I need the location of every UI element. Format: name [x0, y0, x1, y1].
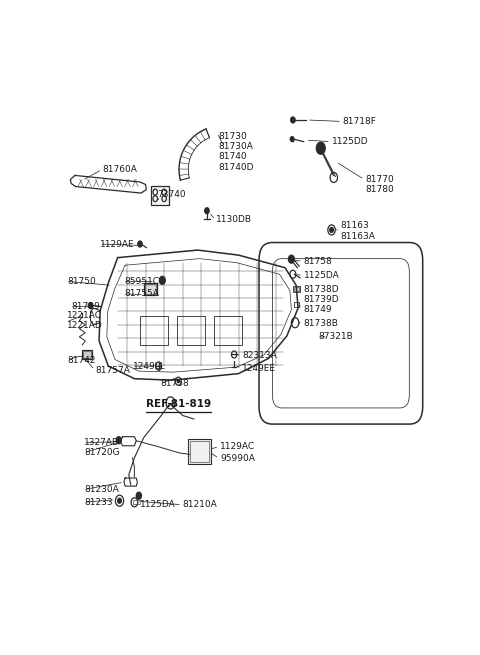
Circle shape [116, 437, 121, 443]
Bar [151, 185, 169, 204]
Bar [190, 441, 209, 462]
Circle shape [159, 276, 165, 284]
Bar [83, 350, 92, 359]
Text: 81758: 81758 [304, 257, 333, 266]
Text: 1130DB: 1130DB [216, 215, 252, 224]
Text: 81718F: 81718F [343, 117, 377, 126]
Text: 81210A: 81210A [183, 500, 217, 510]
Text: 81760A: 81760A [103, 165, 138, 174]
Circle shape [290, 117, 295, 123]
Bar [294, 288, 299, 291]
Text: 81758: 81758 [160, 379, 189, 388]
Circle shape [204, 208, 209, 214]
Text: 1125DD: 1125DD [332, 137, 368, 146]
Text: 81730
81730A
81740
81740D: 81730 81730A 81740 81740D [218, 132, 253, 172]
Text: 81738D: 81738D [304, 285, 339, 294]
Text: REF.81-819: REF.81-819 [145, 399, 211, 409]
Bar [140, 316, 168, 345]
Text: 81163
81163A: 81163 81163A [341, 221, 376, 240]
Circle shape [177, 380, 180, 383]
Text: 1249LL: 1249LL [132, 362, 165, 371]
Text: 95990A: 95990A [220, 454, 255, 463]
Circle shape [136, 492, 142, 499]
Text: 81739D
81749: 81739D 81749 [304, 295, 339, 314]
Bar [84, 352, 91, 358]
Text: 81770
81780: 81770 81780 [365, 175, 394, 195]
Bar [293, 286, 300, 292]
Text: 81738B: 81738B [304, 319, 338, 328]
Circle shape [290, 137, 294, 141]
Bar [177, 316, 205, 345]
Bar [133, 500, 140, 504]
Text: 81755A: 81755A [124, 290, 159, 299]
Text: 1129AE: 1129AE [100, 240, 135, 248]
Text: 85951C: 85951C [124, 277, 159, 286]
Text: 1249EE: 1249EE [242, 364, 276, 373]
Text: 82313A: 82313A [242, 352, 277, 360]
Bar [188, 440, 211, 464]
Text: 81742: 81742 [67, 356, 96, 365]
Bar [145, 284, 156, 294]
Text: 87321B: 87321B [319, 332, 353, 341]
Circle shape [138, 241, 142, 247]
Text: 81233: 81233 [84, 498, 113, 507]
Circle shape [288, 255, 294, 263]
Bar [144, 283, 156, 295]
Text: 1129AC: 1129AC [220, 442, 255, 451]
Circle shape [118, 498, 121, 503]
Circle shape [330, 227, 334, 233]
Text: 81230A: 81230A [84, 485, 119, 494]
Text: 81739: 81739 [71, 302, 100, 311]
Text: 1221AC
1221AD: 1221AC 1221AD [67, 311, 103, 330]
Text: 1327AB
81720G: 1327AB 81720G [84, 438, 120, 457]
Circle shape [316, 142, 325, 155]
Bar [294, 301, 299, 307]
Bar [215, 316, 242, 345]
Text: 81757A: 81757A [96, 365, 130, 375]
Text: 81750: 81750 [67, 277, 96, 286]
Text: 1125DA: 1125DA [140, 500, 176, 510]
Text: 73740: 73740 [156, 190, 185, 199]
Text: 1125DA: 1125DA [304, 271, 339, 280]
Circle shape [88, 303, 93, 309]
